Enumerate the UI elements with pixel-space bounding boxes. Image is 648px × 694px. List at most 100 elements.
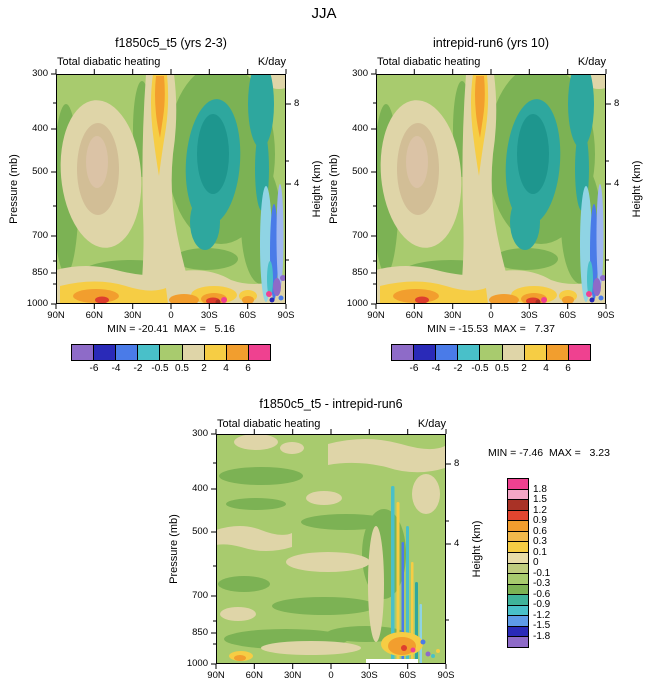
tick-label: 30S <box>520 310 538 321</box>
colorbar-box <box>524 345 547 360</box>
tick-label: 60N <box>245 670 264 681</box>
tick-label: 4 <box>543 363 549 374</box>
colorbar-box <box>414 345 437 360</box>
tick-label: -1.2 <box>533 609 551 621</box>
colorbar-box <box>204 345 227 360</box>
tick-label: 300 <box>192 428 208 439</box>
tick-label: 0.9 <box>533 515 547 526</box>
tick-label: 700 <box>192 590 208 601</box>
colorbar-box <box>508 605 528 617</box>
tick-label: -0.5 <box>151 363 169 374</box>
tick-label: 1.8 <box>533 483 547 495</box>
colorbar-tick-labels: 1.8 1.5 1.2 0.9 0.6 0.3 0.1 0 -0.1 -0.3 -0.6 -0.9 -1… <box>533 479 565 649</box>
colorbar-box <box>508 584 528 596</box>
tick-label: 0.3 <box>533 536 547 547</box>
height-axis-label: Height (km) <box>631 160 643 218</box>
colorbar-box <box>508 542 528 553</box>
tick-label: 30S <box>360 670 378 681</box>
tick-label: 90N <box>47 310 65 321</box>
tick-label: 0 <box>168 310 174 321</box>
tick-label: 0 <box>328 670 334 681</box>
tick-label: 850 <box>192 627 208 638</box>
tick-label: 1.5 <box>533 494 547 505</box>
tick-label: 8 <box>614 98 620 109</box>
tick-label: 60S <box>559 310 577 321</box>
tick-label: 2 <box>201 363 207 374</box>
tick-label: 850 <box>32 267 48 278</box>
tick-label: 4 <box>223 363 229 374</box>
colorbar-box <box>508 489 528 501</box>
tick-label: 1.2 <box>533 504 547 516</box>
colorbar-box <box>508 479 528 490</box>
tick-label: 8 <box>454 458 460 469</box>
min-max-stats: MIN = -7.46 MAX = 3.23 <box>488 447 610 459</box>
tick-label: 2 <box>521 363 527 374</box>
tick-label: 90N <box>367 310 385 321</box>
colorbar-box <box>568 345 590 360</box>
tick-label: -2 <box>453 363 463 374</box>
contour-plot <box>370 66 614 310</box>
tick-label: 8 <box>294 98 300 109</box>
colorbar-box <box>508 616 528 627</box>
colorbar-box <box>508 563 528 575</box>
colorbar-box <box>508 531 528 543</box>
min-max-stats: MIN = -20.41 MAX = 5.16 <box>107 323 235 335</box>
field-label: Total diabatic heating <box>377 56 481 68</box>
tick-label: -4 <box>111 363 121 374</box>
panel-title: intrepid-run6 (yrs 10) <box>432 36 549 50</box>
latitude-tick-labels: 90N 60N 30N 0 30S 60S 90S <box>47 310 294 323</box>
tick-label: 60S <box>399 670 417 681</box>
latitude-tick-labels: 90N 60N 30N 0 30S 60S 90S <box>367 310 614 323</box>
colorbar-box <box>508 521 528 532</box>
tick-label: 0.1 <box>533 546 547 558</box>
units-label: K/day <box>577 56 606 68</box>
tick-label: 400 <box>352 123 368 134</box>
height-axis-label: Height (km) <box>311 160 323 218</box>
colorbar-box <box>508 637 528 647</box>
units-label: K/day <box>417 418 446 430</box>
tick-label: 700 <box>32 230 48 241</box>
tick-label: 30N <box>283 670 302 681</box>
pressure-axis-label: Pressure (mb) <box>328 154 340 224</box>
contour-plot <box>50 66 294 310</box>
tick-label: 30N <box>443 310 462 321</box>
pressure-tick-labels: 300 400 500 700 850 1000 <box>24 69 50 309</box>
colorbar-box <box>94 345 117 360</box>
colorbar-box <box>508 595 528 606</box>
tick-label: 4 <box>294 178 300 189</box>
colorbar-box <box>508 552 528 564</box>
tick-label: 500 <box>192 526 208 537</box>
colorbar-box <box>160 345 183 360</box>
height-axis-label: Height (km) <box>471 520 483 578</box>
tick-label: 30S <box>200 310 218 321</box>
colorbar-box <box>508 500 528 511</box>
tick-label: 4 <box>454 538 460 549</box>
tick-label: -1.8 <box>533 630 551 642</box>
tick-label: 0.6 <box>533 525 547 537</box>
tick-label: -0.1 <box>533 567 551 579</box>
colorbar-box <box>458 345 481 360</box>
field-label: Total diabatic heating <box>57 56 161 68</box>
colorbar-tick-labels: -6 -4 -2 -0.5 0.5 2 4 6 <box>72 363 270 375</box>
tick-label: 500 <box>352 166 368 177</box>
tick-label: 850 <box>352 267 368 278</box>
tick-label: 90S <box>597 310 615 321</box>
tick-label: -0.6 <box>533 588 551 600</box>
tick-label: 0.5 <box>175 363 189 374</box>
tick-label: 1000 <box>186 658 208 669</box>
colorbar-box <box>392 345 415 360</box>
tick-label: 90S <box>437 670 455 681</box>
colorbar-box <box>182 345 205 360</box>
tick-label: 0 <box>488 310 494 321</box>
tick-label: -1.5 <box>533 620 551 631</box>
contour-plot <box>210 428 452 670</box>
tick-label: 0 <box>533 557 539 568</box>
colorbar-box <box>508 510 528 522</box>
colorbar-box <box>436 345 459 360</box>
colorbar <box>507 478 529 648</box>
pressure-axis-label: Pressure (mb) <box>168 514 180 584</box>
tick-label: 1000 <box>346 298 368 309</box>
tick-label: 60S <box>239 310 257 321</box>
